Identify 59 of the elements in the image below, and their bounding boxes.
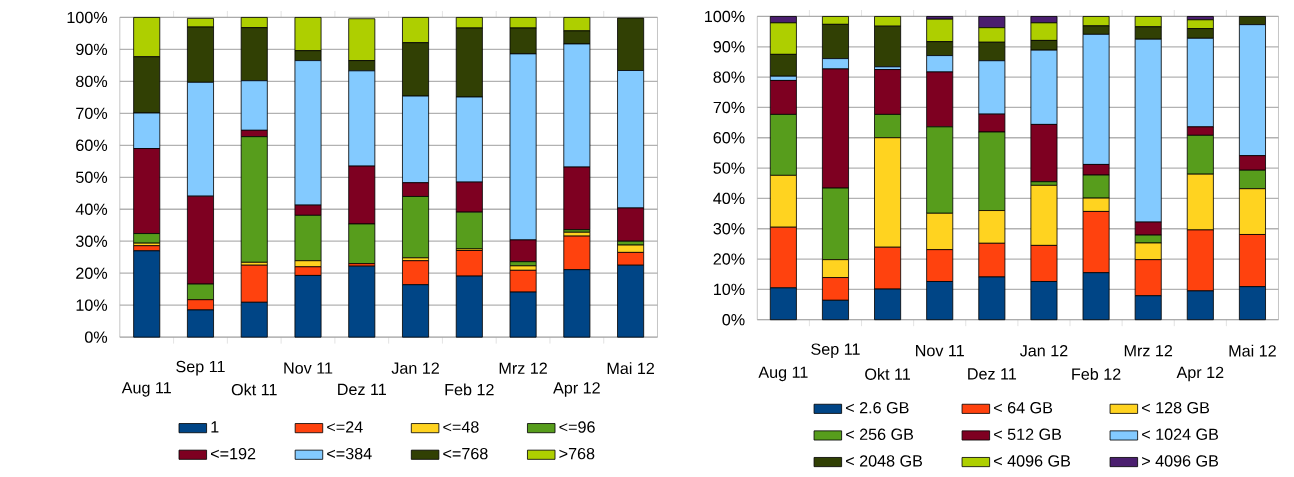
x-tick-label: Sep 11 [811,343,860,359]
y-tick-label: 50% [713,162,745,174]
y-tick-label: 50% [76,171,108,184]
y-tick-label: 10% [714,283,745,296]
legend-label: <=192 [211,448,256,460]
x-tick-label: Dez 11 [338,383,386,396]
x-tick-label: Aug 11 [121,382,171,397]
x-tick-label: Jan 12 [391,362,439,375]
legend-label: < 4096 GB [994,455,1071,467]
y-tick-label: 70% [76,107,108,120]
y-tick-label: 100% [705,10,745,23]
x-tick-label: Apr 12 [1176,366,1224,382]
legend-label: <=768 [443,448,488,460]
legend-label: 1 [211,421,219,433]
legend-label: < 64 GB [994,402,1053,414]
x-tick-label: Feb 12 [445,383,494,396]
y-tick-label: 100% [67,11,108,24]
legend-label: >768 [559,448,595,460]
y-tick-label: 20% [76,267,108,280]
y-tick-label: 40% [75,203,108,216]
y-tick-label: 80% [76,75,108,88]
y-tick-label: 40% [713,192,745,205]
y-tick-label: 20% [713,253,745,265]
x-tick-label: Mai 12 [607,362,655,375]
x-tick-label: Okt 11 [231,383,277,396]
x-tick-label: Feb 12 [1072,368,1121,381]
legend-label: < 256 GB [846,428,914,441]
x-tick-label: Mai 12 [1229,344,1276,357]
x-tick-label: Dez 11 [968,368,1017,380]
legend-label: <=384 [327,448,372,460]
legend-label: <=24 [327,421,363,433]
legend-label: < 2048 GB [846,455,923,467]
x-tick-label: Mrz 12 [1124,345,1173,357]
x-tick-label: Nov 11 [916,345,964,357]
legend-label: < 2.6 GB [846,402,909,414]
x-tick-label: Apr 12 [553,382,600,397]
x-tick-label: Sep 11 [176,361,225,376]
y-tick-label: 70% [713,101,745,114]
legend-label: < 512 GB [994,428,1062,441]
y-tick-label: 90% [76,43,108,56]
y-tick-label: 60% [76,139,108,152]
y-tick-label: 10% [76,299,108,312]
y-tick-label: 30% [75,235,108,248]
legend-label: < 1024 GB [1142,428,1219,441]
legend-label: <=48 [443,421,479,433]
y-tick-label: 30% [713,223,745,235]
x-tick-label: Aug 11 [758,366,808,382]
y-tick-label: 90% [713,41,745,53]
legend-label: <=96 [559,421,595,433]
x-tick-label: Okt 11 [865,368,911,381]
x-tick-label: Nov 11 [284,362,333,374]
legend-label: > 4096 GB [1142,455,1219,467]
y-tick-label: 0% [84,331,108,344]
x-tick-label: Mrz 12 [499,362,547,374]
y-tick-label: 0% [722,314,745,326]
legend-label: < 128 GB [1142,402,1210,414]
y-tick-label: 60% [713,132,745,144]
y-tick-label: 80% [713,71,745,83]
x-tick-label: Jan 12 [1019,345,1068,357]
